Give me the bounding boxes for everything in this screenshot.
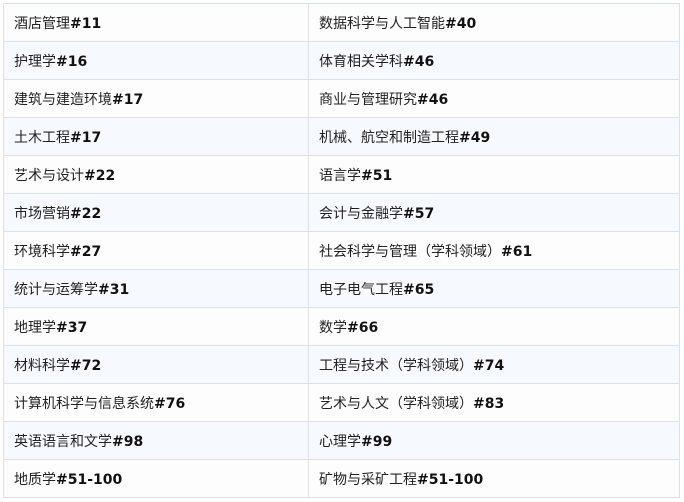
table-cell: 会计与金融学#57 [308, 193, 680, 232]
table-row: 护理学#16 体育相关学科#46 [3, 41, 680, 80]
subject-name: 数据科学与人工智能 [319, 15, 445, 32]
table-cell: 护理学#16 [3, 41, 309, 80]
subject-rank: #76 [154, 395, 186, 412]
table-cell: 英语语言和文学#98 [3, 421, 309, 460]
subject-name: 市场营销 [14, 205, 70, 222]
subject-name: 环境科学 [14, 243, 70, 260]
table-cell: 工程与技术（学科领域）#74 [308, 345, 680, 384]
table-row: 计算机科学与信息系统#76 艺术与人文（学科领域）#83 [3, 383, 680, 422]
table-cell: 地理学#37 [3, 307, 309, 346]
table-cell: 计算机科学与信息系统#76 [3, 383, 309, 422]
subject-name: 酒店管理 [14, 15, 70, 32]
table-cell: 环境科学#27 [3, 231, 309, 270]
table-body: 酒店管理#11 数据科学与人工智能#40 护理学#16 体育相关学科#46 建筑与建造环… [3, 3, 680, 498]
subject-name: 商业与管理研究 [319, 91, 417, 108]
table-cell: 数据科学与人工智能#40 [308, 3, 680, 42]
subject-name: 艺术与设计 [14, 167, 84, 184]
subject-rank: #66 [347, 319, 379, 336]
table-row: 艺术与设计#22 语言学#51 [3, 155, 680, 194]
subject-name: 机械、航空和制造工程 [319, 129, 459, 146]
table-row: 建筑与建造环境#17 商业与管理研究#46 [3, 79, 680, 118]
subject-rank: #98 [112, 433, 144, 450]
subject-rank: #57 [403, 205, 435, 222]
table-cell: 心理学#99 [308, 421, 680, 460]
subject-name: 材料科学 [14, 357, 70, 374]
subject-ranking-table: 酒店管理#11 数据科学与人工智能#40 护理学#16 体育相关学科#46 建筑与建造环… [3, 3, 680, 498]
table-cell: 语言学#51 [308, 155, 680, 194]
table-cell: 机械、航空和制造工程#49 [308, 117, 680, 156]
subject-name: 英语语言和文学 [14, 433, 112, 450]
subject-name: 电子电气工程 [319, 281, 403, 298]
subject-rank: #51 [361, 167, 393, 184]
table-cell: 统计与运筹学#31 [3, 269, 309, 308]
subject-rank: #46 [417, 91, 449, 108]
subject-rank: #61 [501, 243, 533, 260]
table-row: 地理学#37 数学#66 [3, 307, 680, 346]
subject-rank: #49 [459, 129, 491, 146]
subject-rank: #46 [403, 53, 435, 70]
subject-name: 计算机科学与信息系统 [14, 395, 154, 412]
subject-name: 艺术与人文（学科领域） [319, 395, 473, 412]
subject-rank: #17 [70, 129, 102, 146]
table-cell: 体育相关学科#46 [308, 41, 680, 80]
subject-name: 地理学 [14, 319, 56, 336]
table-cell: 市场营销#22 [3, 193, 309, 232]
subject-rank: #31 [98, 281, 130, 298]
subject-name: 心理学 [319, 433, 361, 450]
subject-name: 矿物与采矿工程 [319, 471, 417, 488]
table-row: 材料科学#72 工程与技术（学科领域）#74 [3, 345, 680, 384]
subject-name: 体育相关学科 [319, 53, 403, 70]
table-row: 酒店管理#11 数据科学与人工智能#40 [3, 3, 680, 42]
subject-rank: #65 [403, 281, 435, 298]
subject-name: 会计与金融学 [319, 205, 403, 222]
table-cell: 建筑与建造环境#17 [3, 79, 309, 118]
subject-name: 地质学 [14, 471, 56, 488]
subject-name: 统计与运筹学 [14, 281, 98, 298]
subject-rank: #40 [445, 15, 477, 32]
subject-name: 土木工程 [14, 129, 70, 146]
subject-rank: #37 [56, 319, 88, 336]
subject-rank: #16 [56, 53, 88, 70]
subject-rank: #51-100 [417, 471, 484, 488]
subject-rank: #17 [112, 91, 144, 108]
table-cell: 商业与管理研究#46 [308, 79, 680, 118]
table-row: 环境科学#27 社会科学与管理（学科领域）#61 [3, 231, 680, 270]
subject-rank: #11 [70, 15, 102, 32]
subject-name: 护理学 [14, 53, 56, 70]
subject-rank: #22 [84, 167, 116, 184]
subject-rank: #27 [70, 243, 102, 260]
subject-rank: #22 [70, 205, 102, 222]
table-cell: 酒店管理#11 [3, 3, 309, 42]
table-cell: 艺术与人文（学科领域）#83 [308, 383, 680, 422]
subject-rank: #51-100 [56, 471, 123, 488]
table-cell: 材料科学#72 [3, 345, 309, 384]
subject-name: 社会科学与管理（学科领域） [319, 243, 501, 260]
table-row: 英语语言和文学#98 心理学#99 [3, 421, 680, 460]
subject-rank: #83 [473, 395, 505, 412]
table-cell: 社会科学与管理（学科领域）#61 [308, 231, 680, 270]
table-cell: 地质学#51-100 [3, 459, 309, 498]
table-cell: 矿物与采矿工程#51-100 [308, 459, 680, 498]
subject-name: 建筑与建造环境 [14, 91, 112, 108]
subject-name: 数学 [319, 319, 347, 336]
table-cell: 艺术与设计#22 [3, 155, 309, 194]
subject-name: 工程与技术（学科领域） [319, 357, 473, 374]
subject-name: 语言学 [319, 167, 361, 184]
subject-rank: #72 [70, 357, 102, 374]
subject-rank: #74 [473, 357, 505, 374]
table-row: 市场营销#22 会计与金融学#57 [3, 193, 680, 232]
table-row: 土木工程#17 机械、航空和制造工程#49 [3, 117, 680, 156]
table-cell: 数学#66 [308, 307, 680, 346]
subject-rank: #99 [361, 433, 393, 450]
table-row: 地质学#51-100 矿物与采矿工程#51-100 [3, 459, 680, 498]
table-row: 统计与运筹学#31 电子电气工程#65 [3, 269, 680, 308]
table-cell: 电子电气工程#65 [308, 269, 680, 308]
table-cell: 土木工程#17 [3, 117, 309, 156]
